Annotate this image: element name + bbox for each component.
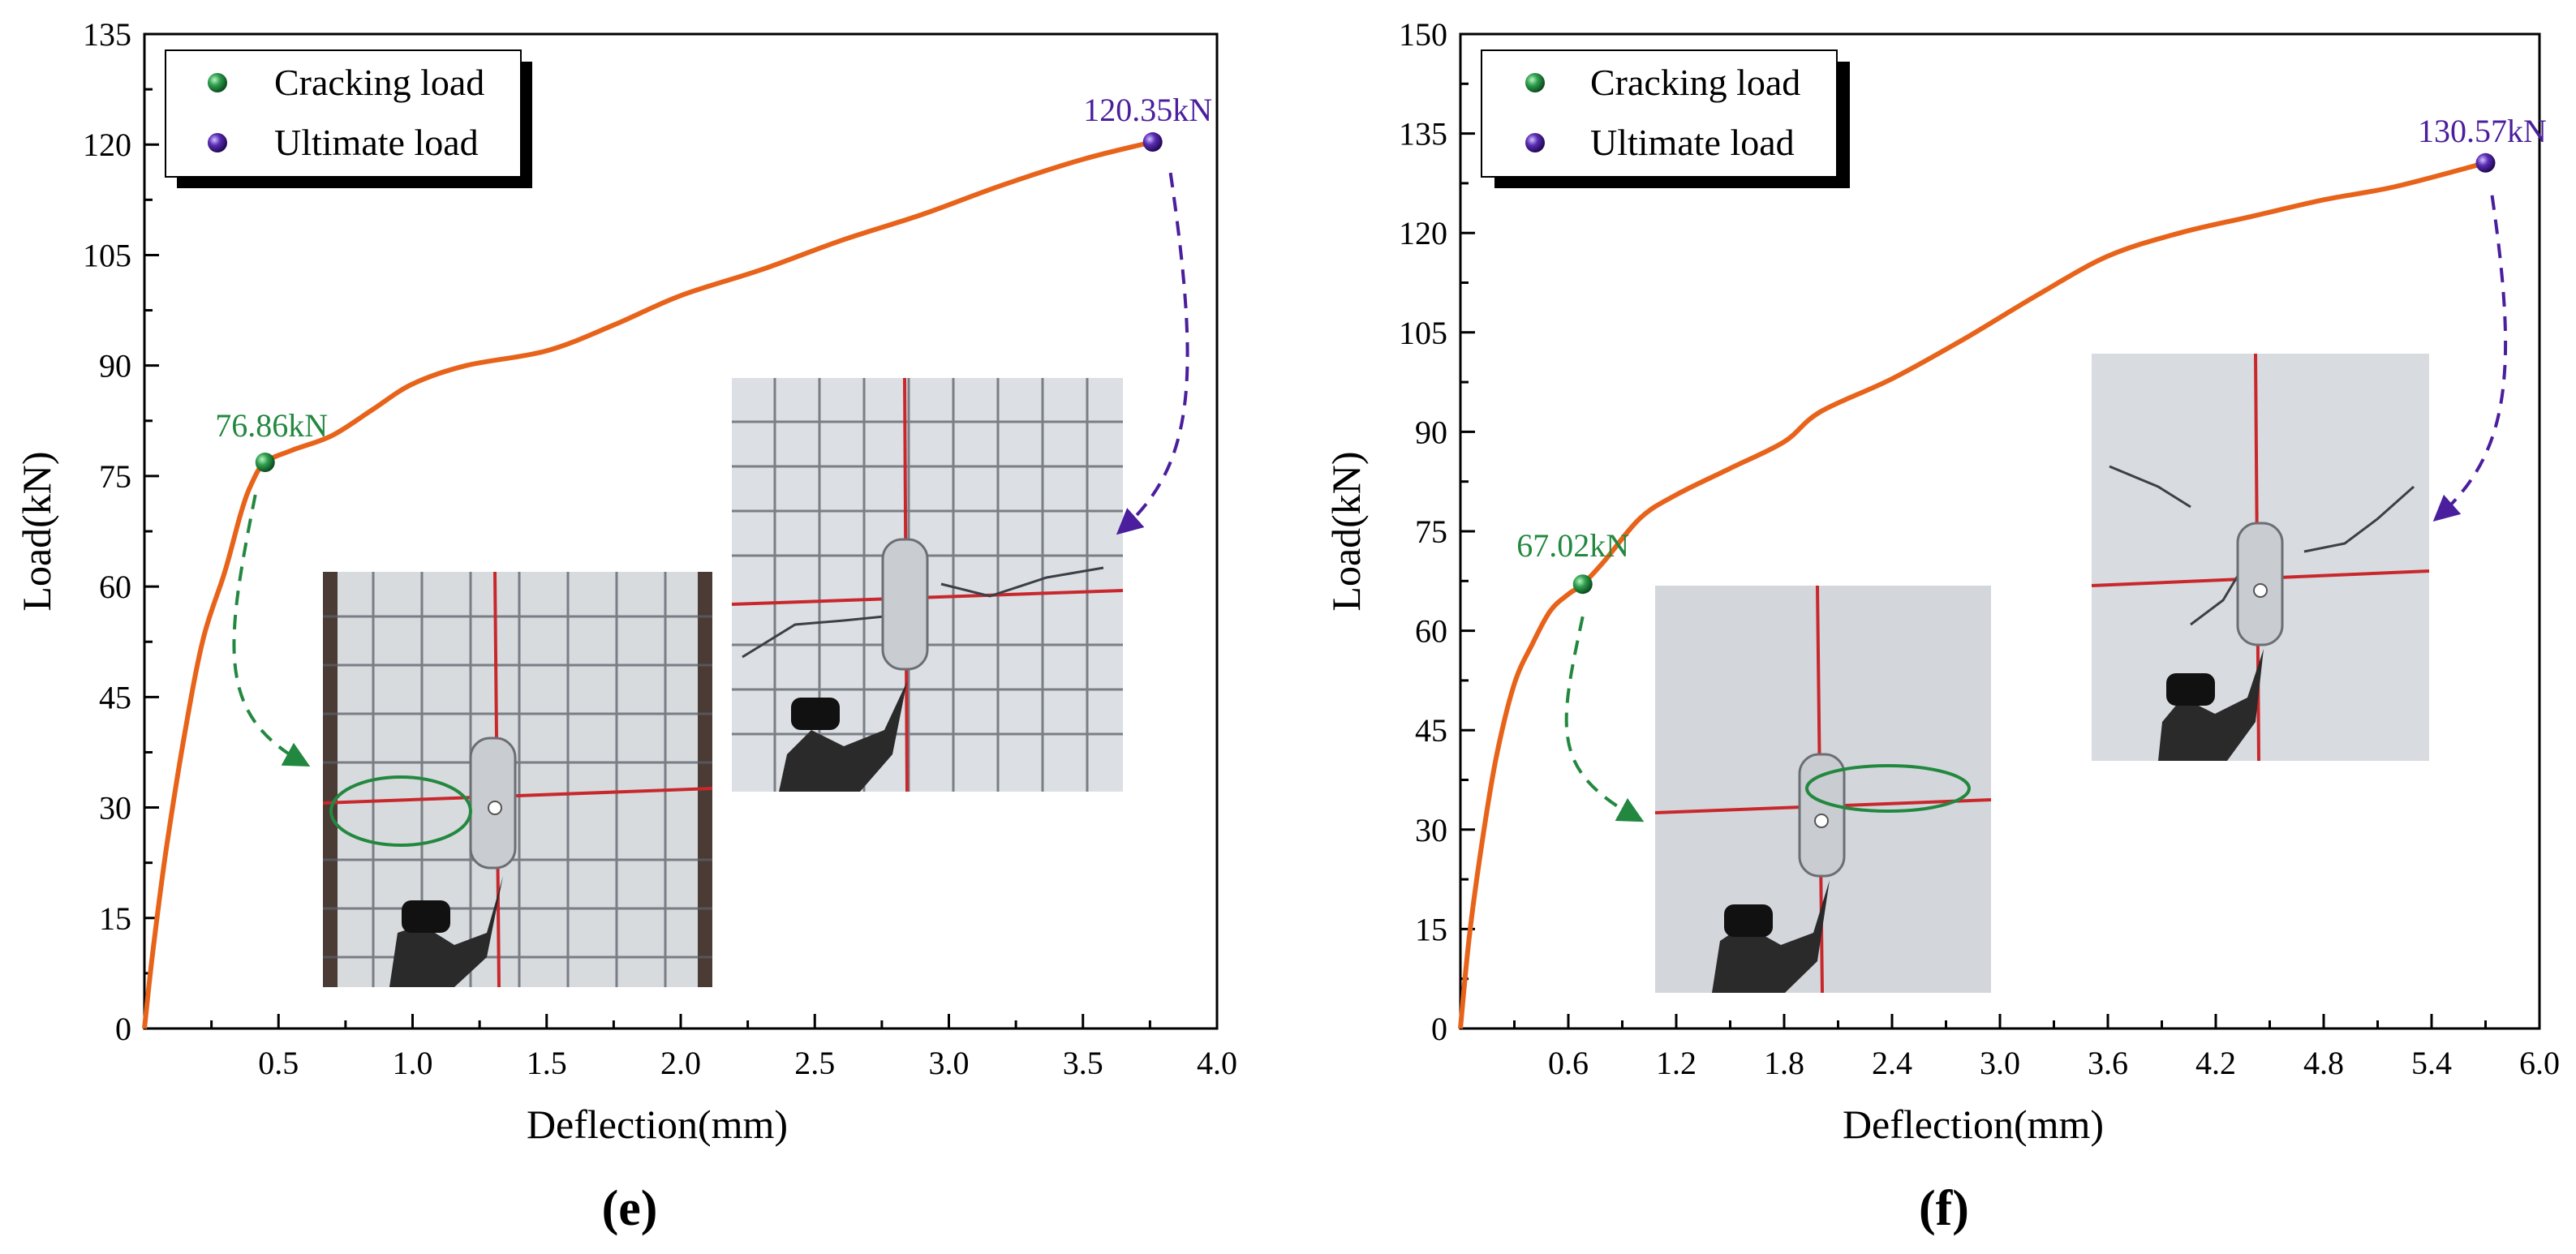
- ultimate-point-f: [2475, 152, 2496, 173]
- x-tick-label: 6.0: [2519, 1045, 2560, 1081]
- y-tick-label: 30: [99, 790, 131, 827]
- legend-f: Cracking load Ultimate load: [1481, 49, 1850, 188]
- y-tick-label: 45: [99, 679, 131, 715]
- axis-ticks-f: 0.6 1.2 1.8 2.4 3.0 3.6 4.2 4.8 5.4 6.0 0 15 30 45 60 7…: [1399, 16, 2560, 1081]
- x-tick-label: 3.0: [1980, 1045, 2020, 1081]
- y-tick-label: 150: [1399, 16, 1447, 53]
- x-axis-label-e: Deflection(mm): [527, 1102, 788, 1147]
- y-tick-label: 15: [99, 900, 131, 937]
- y-tick-label: 0: [115, 1011, 131, 1047]
- y-tick-label: 105: [1399, 315, 1447, 351]
- y-tick-label: 105: [83, 237, 131, 273]
- y-axis-label-f: Load(kN): [1323, 451, 1369, 611]
- crack-photo-cracking-e: [322, 571, 713, 988]
- legend-cracking-marker-e: [208, 73, 227, 92]
- legend-cracking-marker-f: [1525, 73, 1545, 92]
- crack-highlight-ellipse-f: [1805, 764, 1971, 813]
- cracking-arrow-f: [1564, 616, 1645, 822]
- legend-ultimate-label-e: Ultimate load: [274, 122, 479, 163]
- panel-label-e: (e): [602, 1181, 658, 1236]
- panel-label-f: (f): [1919, 1181, 1969, 1236]
- x-tick-label: 4.8: [2303, 1045, 2344, 1081]
- y-tick-label: 120: [83, 127, 131, 163]
- y-tick-label: 30: [1415, 812, 1447, 848]
- x-tick-label: 2.0: [660, 1045, 701, 1081]
- y-tick-label: 15: [1415, 911, 1447, 947]
- y-tick-label: 135: [1399, 116, 1447, 152]
- x-axis-label-f: Deflection(mm): [1843, 1102, 2104, 1147]
- y-tick-label: 120: [1399, 215, 1447, 251]
- cracking-value-label-e: 76.86kN: [215, 407, 328, 444]
- legend-e: Cracking load Ultimate load: [165, 49, 532, 188]
- cracking-arrow-e: [232, 494, 311, 767]
- crack-photo-ultimate-f: [2091, 353, 2430, 762]
- legend-ultimate-label-f: Ultimate load: [1590, 122, 1795, 163]
- y-tick-label: 135: [83, 16, 131, 53]
- load-deflection-curve-f: [1458, 160, 2487, 1029]
- y-tick-label: 45: [1415, 712, 1447, 749]
- y-tick-label: 75: [99, 458, 131, 495]
- y-tick-label: 60: [99, 569, 131, 605]
- cracking-point-f: [1572, 574, 1593, 595]
- x-tick-label: 5.4: [2411, 1045, 2452, 1081]
- cracking-point-e: [255, 452, 275, 472]
- ultimate-arrow-f: [2432, 195, 2508, 522]
- x-tick-label: 0.5: [258, 1045, 299, 1081]
- ultimate-value-label-f: 130.57kN: [2418, 113, 2547, 149]
- panel-e: 0.5 1.0 1.5 2.0 2.5 3.0 3.5 4.0 0 15 30 45 60 75 90 105…: [14, 16, 1237, 1236]
- legend-cracking-label-e: Cracking load: [274, 62, 484, 103]
- y-tick-label: 75: [1415, 513, 1447, 550]
- x-tick-label: 1.0: [393, 1045, 433, 1081]
- ultimate-value-label-e: 120.35kN: [1083, 92, 1212, 128]
- x-tick-label: 1.5: [527, 1045, 567, 1081]
- legend-ultimate-marker-e: [208, 133, 227, 152]
- crack-photo-ultimate-e: [731, 377, 1124, 792]
- y-tick-label: 90: [1415, 414, 1447, 450]
- y-axis-label-e: Load(kN): [14, 451, 59, 611]
- cracking-value-label-f: 67.02kN: [1516, 527, 1629, 564]
- x-tick-label: 2.4: [1872, 1045, 1912, 1081]
- x-tick-label: 1.8: [1764, 1045, 1804, 1081]
- y-tick-label: 0: [1431, 1011, 1447, 1047]
- x-tick-label: 3.0: [929, 1045, 970, 1081]
- legend-ultimate-marker-f: [1525, 133, 1545, 152]
- y-tick-label: 90: [99, 348, 131, 384]
- x-tick-label: 3.5: [1063, 1045, 1103, 1081]
- load-deflection-curve-e: [142, 140, 1154, 1029]
- x-tick-label: 1.2: [1656, 1045, 1697, 1081]
- panel-f: 0.6 1.2 1.8 2.4 3.0 3.6 4.2 4.8 5.4 6.0 0 15 30 45 60 7…: [1323, 16, 2560, 1236]
- x-tick-label: 4.2: [2195, 1045, 2236, 1081]
- y-tick-label: 60: [1415, 613, 1447, 650]
- axis-ticks-e: 0.5 1.0 1.5 2.0 2.5 3.0 3.5 4.0 0 15 30 45 60 75 90 105…: [83, 16, 1237, 1081]
- x-tick-label: 2.5: [794, 1045, 835, 1081]
- crack-highlight-ellipse-e: [329, 775, 472, 847]
- ultimate-arrow-e: [1116, 172, 1189, 535]
- x-tick-label: 0.6: [1548, 1045, 1589, 1081]
- x-tick-label: 3.6: [2088, 1045, 2128, 1081]
- x-tick-label: 4.0: [1197, 1045, 1237, 1081]
- legend-cracking-label-f: Cracking load: [1590, 62, 1800, 103]
- ultimate-point-e: [1142, 132, 1163, 152]
- crack-photo-cracking-f: [1654, 585, 1992, 994]
